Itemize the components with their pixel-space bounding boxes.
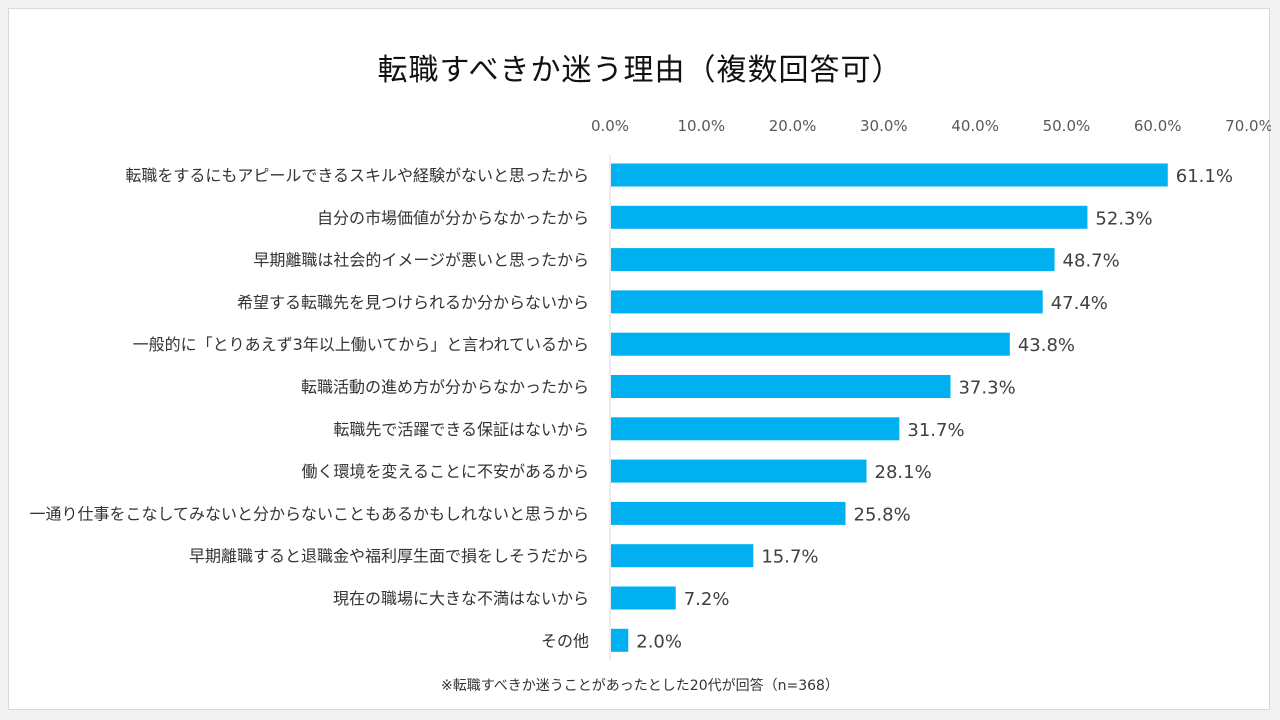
data-label: 61.1%	[1176, 166, 1233, 187]
category-label: 働く環境を変えることに不安があるから	[301, 462, 589, 481]
bar	[611, 417, 900, 441]
bar	[611, 163, 1168, 187]
category-label: 転職をするにもアピールできるスキルや経験がないと思ったから	[125, 166, 589, 185]
data-label: 43.8%	[1018, 335, 1075, 356]
bar	[611, 332, 1010, 356]
x-tick-label: 10.0%	[677, 117, 725, 135]
x-tick-label: 0.0%	[591, 117, 629, 135]
chart-frame: 転職すべきか迷う理由（複数回答可） 0.0% 10.0% 20.0% 30.0% 40.…	[8, 8, 1271, 710]
bar	[611, 459, 867, 483]
category-label: 一般的に「とりあえず3年以上働いてから」と言われているから	[133, 335, 589, 354]
bar	[611, 375, 951, 398]
category-label: 早期離職すると退職金や福利厚生面で損をしそうだから	[189, 547, 589, 566]
category-label: 現在の職場に大きな不満はないから	[333, 589, 589, 608]
x-tick-label: 50.0%	[1043, 117, 1091, 135]
bar	[611, 544, 754, 568]
bar	[611, 248, 1055, 272]
category-label: その他	[541, 631, 589, 650]
data-label: 25.8%	[854, 504, 911, 525]
data-label: 15.7%	[761, 547, 818, 568]
chart-footnote: ※転職すべきか迷うことがあったとした20代が回答（n=368）	[441, 678, 839, 694]
x-tick-label: 30.0%	[860, 117, 908, 135]
category-label: 転職先で活躍できる保証はないから	[333, 420, 589, 439]
data-label: 31.7%	[907, 420, 964, 441]
bar-chart: 0.0% 10.0% 20.0% 30.0% 40.0% 50.0% 60.0% 70.0% 転…	[29, 117, 1271, 661]
x-tick-label: 20.0%	[769, 117, 817, 135]
category-label: 一通り仕事をこなしてみないと分からないこともあるかもしれないと思うから	[29, 504, 589, 523]
data-label: 37.3%	[958, 378, 1015, 399]
x-tick-label: 60.0%	[1134, 117, 1182, 135]
category-label: 希望する転職先を見つけられるか分からないから	[237, 293, 589, 312]
bar	[611, 501, 846, 525]
data-label: 2.0%	[636, 631, 682, 652]
bar	[611, 628, 629, 652]
category-label: 自分の市場価値が分からなかったから	[317, 208, 589, 227]
bar	[611, 205, 1088, 229]
chart-title: 転職すべきか迷う理由（複数回答可）	[377, 53, 903, 88]
data-label: 48.7%	[1063, 251, 1120, 272]
bar	[611, 290, 1043, 314]
x-tick-label: 70.0%	[1225, 117, 1271, 135]
data-label: 52.3%	[1095, 208, 1152, 229]
x-tick-label: 40.0%	[951, 117, 999, 135]
data-label: 47.4%	[1051, 293, 1108, 314]
bar	[611, 586, 676, 610]
category-label: 転職活動の進め方が分からなかったから	[301, 378, 589, 397]
data-label: 28.1%	[875, 462, 932, 483]
category-label: 早期離職は社会的イメージが悪いと思ったから	[253, 251, 589, 270]
data-label: 7.2%	[684, 589, 730, 610]
